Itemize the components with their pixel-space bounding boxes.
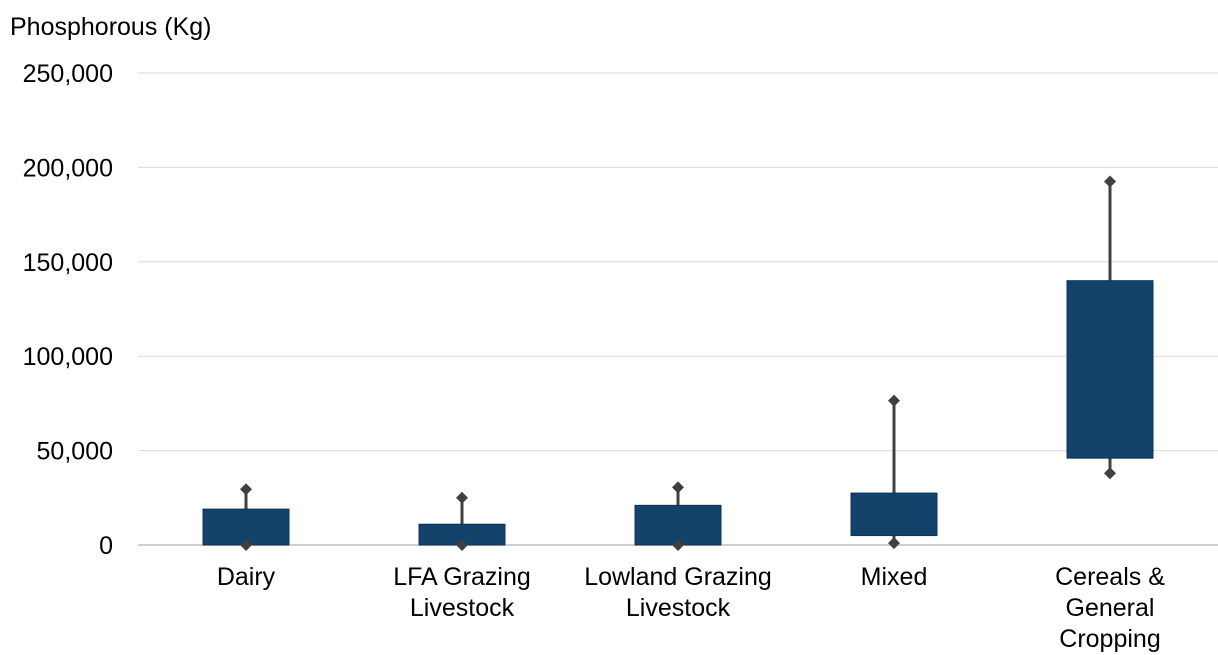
category-label: Livestock bbox=[626, 594, 731, 622]
box bbox=[634, 504, 722, 546]
category-labels: Dairy LFA Grazing Livestock Lowland Grazing… bbox=[217, 563, 1165, 653]
box-group bbox=[850, 394, 938, 550]
category-label: Livestock bbox=[410, 594, 515, 622]
box-group bbox=[418, 491, 506, 551]
category-label: Dairy bbox=[217, 563, 276, 591]
boxes bbox=[202, 175, 1154, 551]
min-marker bbox=[888, 537, 900, 550]
category-label: LFA Grazing bbox=[393, 563, 531, 591]
y-tick-label: 0 bbox=[99, 532, 113, 560]
max-marker bbox=[1104, 175, 1116, 188]
category-label: Cropping bbox=[1059, 625, 1160, 653]
y-tick-label: 200,000 bbox=[23, 154, 113, 182]
box bbox=[1066, 280, 1154, 459]
category-label: Mixed bbox=[861, 563, 928, 591]
y-tick-label: 250,000 bbox=[23, 60, 113, 88]
box-group bbox=[1066, 175, 1154, 480]
min-marker bbox=[456, 539, 468, 551]
category-label: Cereals & bbox=[1055, 563, 1165, 591]
max-marker bbox=[456, 491, 468, 504]
y-tick-label: 150,000 bbox=[23, 249, 113, 277]
max-marker bbox=[888, 394, 900, 407]
gridlines bbox=[138, 72, 1218, 546]
y-axis-title: Phosphorous (Kg) bbox=[10, 13, 212, 41]
min-marker bbox=[240, 539, 252, 551]
max-marker bbox=[240, 483, 252, 496]
box-group bbox=[634, 481, 722, 551]
category-label: General bbox=[1066, 594, 1155, 622]
box-group bbox=[202, 483, 290, 551]
category-label: Lowland Grazing bbox=[584, 563, 772, 591]
y-tick-label: 100,000 bbox=[23, 343, 113, 371]
max-marker bbox=[672, 481, 684, 494]
min-marker bbox=[1104, 467, 1116, 480]
box bbox=[850, 492, 938, 537]
min-marker bbox=[672, 539, 684, 551]
y-tick-labels: 0 50,000 100,000 150,000 200,000 250,000 bbox=[23, 60, 113, 560]
y-tick-label: 50,000 bbox=[37, 438, 113, 466]
